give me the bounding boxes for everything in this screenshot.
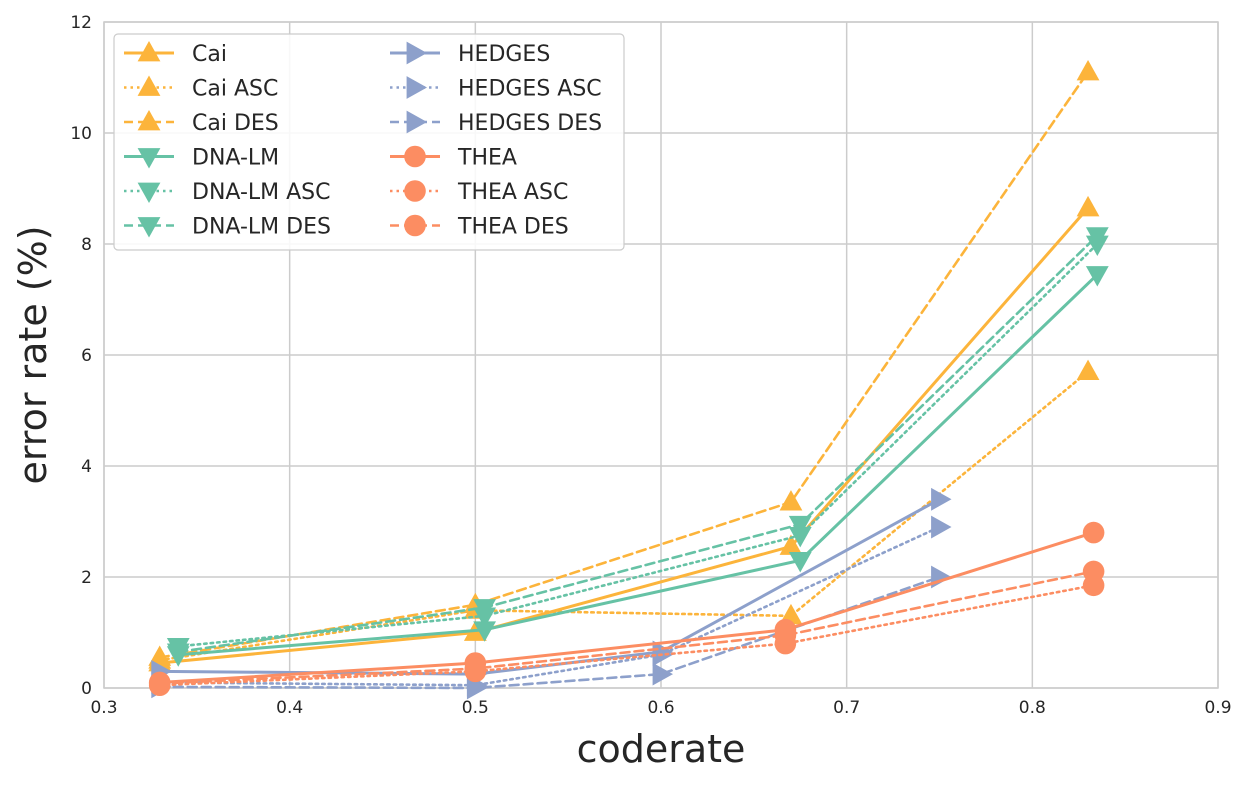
- legend-marker: [406, 76, 427, 99]
- legend-marker: [137, 217, 161, 238]
- y-tick-label: 6: [81, 346, 92, 366]
- y-tick-label: 4: [81, 457, 92, 477]
- series-dna-lm-des: [166, 227, 1109, 664]
- point-hedges-asc: [931, 515, 952, 539]
- legend-label: HEDGES ASC: [458, 77, 602, 102]
- y-axis-title: error rate (%): [11, 225, 55, 484]
- legend-item-dna-lm-asc: DNA-LM ASC: [124, 180, 331, 205]
- series-layer: [148, 59, 1109, 700]
- point-cai: [1076, 195, 1100, 217]
- line-dna-lm-asc: [176, 242, 1099, 648]
- legend-label: DNA-LM DES: [192, 215, 331, 240]
- legend-marker: [404, 214, 426, 237]
- series-cai-asc: [148, 359, 1100, 669]
- legend-label: THEA DES: [457, 215, 569, 240]
- point-dna-lm-des: [1085, 227, 1109, 248]
- line-thea-des: [158, 570, 1095, 685]
- axis-ticks: 0.3 0.4 0.5 0.6 0.7 0.8 0.9 0 2 4 6 8 10 12: [70, 13, 1231, 718]
- line-thea: [158, 531, 1096, 684]
- legend-item-dna-lm-des: DNA-LM DES: [124, 215, 331, 240]
- legend-label: Cai ASC: [192, 77, 278, 102]
- y-tick-label: 10: [70, 124, 92, 144]
- point-thea-des: [1082, 560, 1105, 583]
- legend-marker: [404, 180, 426, 202]
- legend-label: DNA-LM ASC: [192, 180, 331, 205]
- point-dna-lm-des: [473, 599, 497, 620]
- point-hedges-des: [466, 676, 488, 700]
- plot-frame: [103, 21, 1219, 689]
- legend-item-dna-lm: DNA-LM: [124, 146, 279, 171]
- legend-label: HEDGES: [458, 42, 550, 67]
- point-dna-lm: [1085, 266, 1109, 287]
- line-thea-asc: [158, 584, 1095, 687]
- point-thea-des: [774, 624, 797, 647]
- x-axis-title: coderate: [577, 727, 746, 771]
- legend-label: THEA: [457, 146, 517, 171]
- y-tick-label: 0: [81, 679, 92, 699]
- legend-item-thea-asc: THEA ASC: [390, 180, 568, 205]
- legend-item-cai-des: Cai DES: [124, 110, 279, 136]
- point-dna-lm-des: [166, 643, 190, 664]
- x-tick-label: 0.7: [833, 698, 860, 718]
- legend-marker: [137, 41, 161, 62]
- x-tick-label: 0.6: [647, 698, 674, 718]
- legend-marker: [137, 110, 161, 131]
- point-dna-lm-des: [788, 515, 812, 537]
- legend-item-thea: THEA: [390, 146, 517, 171]
- series-thea: [148, 521, 1105, 694]
- legend-marker: [406, 110, 427, 134]
- x-tick-label: 0.3: [90, 698, 117, 718]
- line-dna-lm: [176, 273, 1099, 657]
- legend-label: Cai: [192, 42, 227, 67]
- point-thea-des: [148, 672, 171, 695]
- legend-item-hedges-des: HEDGES DES: [390, 110, 602, 136]
- legend-marker: [404, 145, 426, 168]
- x-tick-label: 0.9: [1204, 698, 1231, 718]
- point-thea: [1082, 521, 1105, 544]
- line-dna-lm-des: [176, 234, 1099, 654]
- legend-item-cai: Cai: [124, 41, 227, 67]
- legend-label: DNA-LM: [192, 146, 279, 171]
- point-cai-des: [1076, 59, 1100, 81]
- x-tick-label: 0.4: [276, 698, 303, 718]
- point-dna-lm: [788, 551, 812, 573]
- y-tick-label: 12: [70, 13, 92, 33]
- legend-item-thea-des: THEA DES: [390, 215, 569, 240]
- point-cai-des: [148, 645, 172, 666]
- point-cai-des: [779, 490, 803, 511]
- y-tick-label: 8: [81, 235, 92, 255]
- legend-marker: [406, 41, 427, 65]
- legend-marker: [137, 75, 161, 96]
- point-dna-lm: [473, 621, 497, 642]
- point-cai: [779, 534, 803, 555]
- point-thea-des: [464, 657, 487, 680]
- legend-label: HEDGES DES: [458, 111, 602, 136]
- point-hedges-des: [652, 662, 673, 686]
- line-cai-asc: [158, 370, 1090, 662]
- legend-marker: [137, 148, 161, 169]
- legend-label: Cai DES: [192, 111, 279, 136]
- point-cai-asc: [1076, 359, 1100, 381]
- x-tick-label: 0.5: [462, 698, 489, 718]
- legend-box: [113, 33, 625, 251]
- legend-label: THEA ASC: [457, 180, 568, 205]
- legend-item-cai-asc: Cai ASC: [124, 75, 278, 102]
- point-dna-lm-asc: [788, 526, 812, 548]
- y-tick-label: 2: [81, 568, 92, 588]
- point-hedges: [931, 487, 952, 511]
- legend-item-hedges: HEDGES: [390, 41, 550, 67]
- legend-item-hedges-asc: HEDGES ASC: [390, 76, 602, 102]
- legend: Cai Cai ASC Cai DES DNA-LM DNA-LM ASC DNA-LM …: [113, 33, 625, 251]
- series-thea-des: [148, 560, 1105, 695]
- line-hedges-asc: [158, 525, 941, 687]
- legend-marker: [137, 182, 161, 203]
- line-cai: [158, 206, 1090, 665]
- series-hedges-asc: [151, 515, 952, 697]
- x-tick-label: 0.8: [1019, 698, 1046, 718]
